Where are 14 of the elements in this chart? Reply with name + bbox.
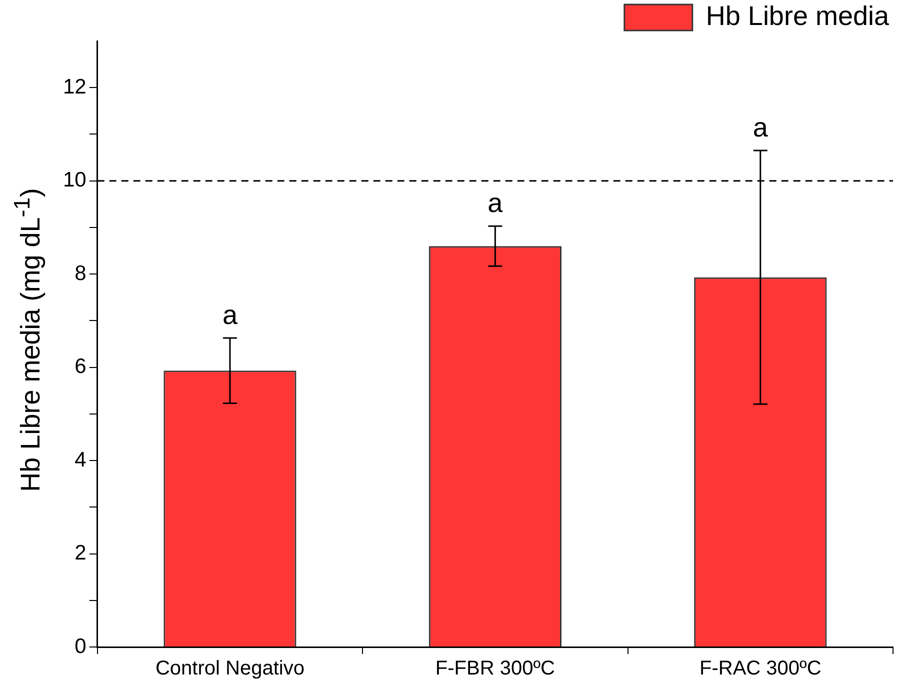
x-tick-label: Control Negativo — [155, 658, 304, 680]
legend-label: Hb Libre media — [706, 0, 890, 31]
y-tick-label: 2 — [74, 542, 86, 565]
y-tick-label: 0 — [74, 634, 86, 658]
y-tick-label: 12 — [63, 75, 86, 98]
annotation: a — [222, 300, 238, 330]
annotation: a — [752, 112, 769, 142]
annotation: a — [488, 188, 504, 218]
y-tick-label: 4 — [74, 448, 87, 472]
y-tick-label: 6 — [74, 355, 86, 378]
y-tick-label: 10 — [63, 168, 86, 192]
x-tick-label: F-RAC 300ºC — [700, 658, 822, 680]
x-tick-label: F-FBR 300ºC — [435, 658, 555, 680]
y-tick-label: 8 — [74, 262, 86, 285]
